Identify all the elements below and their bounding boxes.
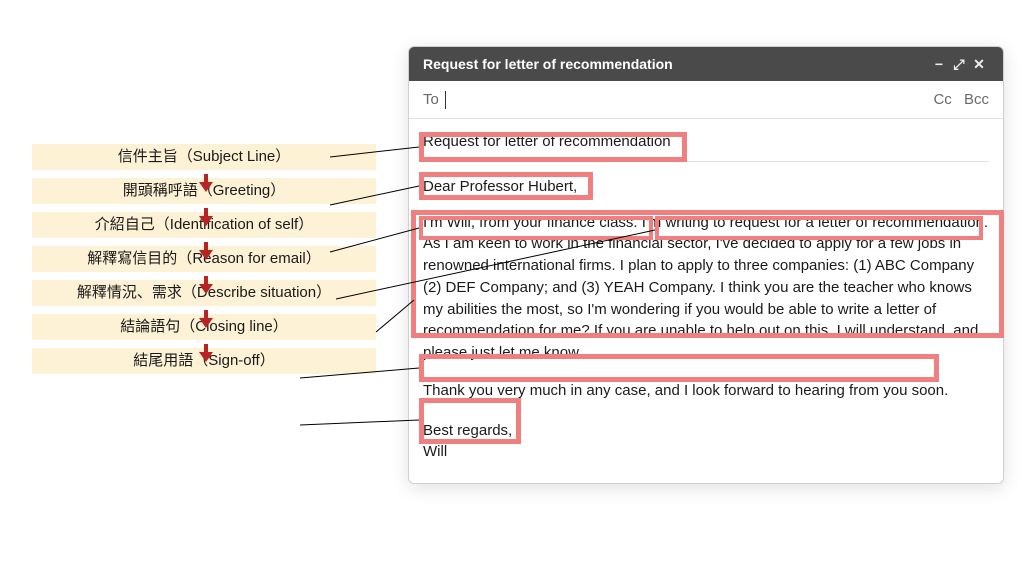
compose-window: Request for letter of recommendation − ⤢…	[408, 46, 1004, 484]
minimize-icon[interactable]: −	[929, 56, 949, 72]
bcc-button[interactable]: Bcc	[964, 91, 989, 108]
email-signoff: Best regards, Will	[423, 420, 989, 464]
cc-button[interactable]: Cc	[933, 91, 951, 108]
to-label: To	[423, 91, 439, 108]
compose-title: Request for letter of recommendation	[423, 56, 929, 72]
recipients-row[interactable]: To Cc Bcc	[409, 81, 1003, 119]
legend-zh: 信件主旨	[118, 148, 178, 165]
legend-en: Subject Line	[193, 148, 276, 165]
subject-text: Request for letter of recommendation	[423, 133, 671, 150]
email-greeting: Dear Professor Hubert,	[423, 176, 989, 198]
compose-body[interactable]: Request for letter of recommendation Dea…	[409, 119, 1003, 483]
email-parts-legend: 信件主旨（Subject Line） 開頭稱呼語（Greeting） 介紹自己（…	[32, 144, 376, 374]
signoff-name: Will	[423, 441, 989, 463]
cc-bcc-toggles: Cc Bcc	[925, 91, 989, 108]
legend-subject-line: 信件主旨（Subject Line）	[32, 144, 376, 170]
expand-icon[interactable]: ⤢	[949, 56, 969, 73]
text-cursor	[445, 91, 446, 109]
email-main-paragraph: I'm Will, from your finance class. I'm w…	[423, 212, 989, 364]
compose-header: Request for letter of recommendation − ⤢…	[409, 47, 1003, 81]
subject-field[interactable]: Request for letter of recommendation	[423, 125, 989, 162]
close-icon[interactable]: ✕	[969, 56, 989, 73]
signoff-phrase: Best regards,	[423, 420, 989, 442]
email-closing-line: Thank you very much in any case, and I l…	[423, 380, 989, 402]
connector-signoff	[300, 420, 419, 425]
